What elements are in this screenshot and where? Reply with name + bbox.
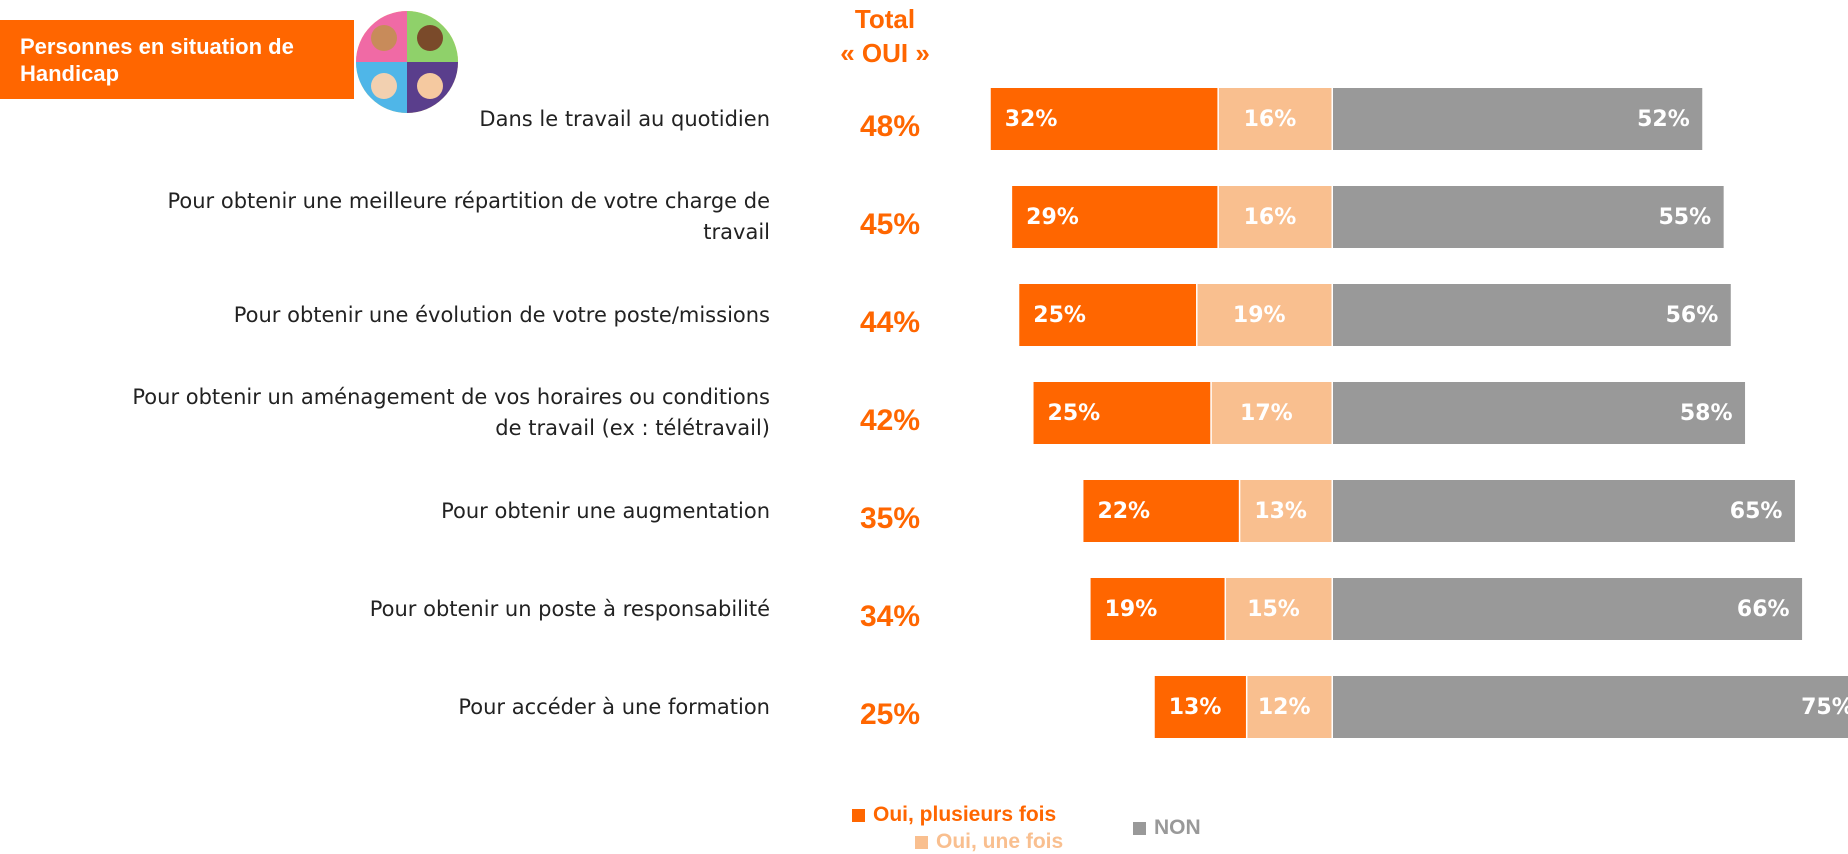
total-label: 25% [830, 698, 950, 732]
total-label: 45% [830, 208, 950, 242]
data-label: 22% [1097, 499, 1150, 524]
data-label: 16% [1244, 205, 1297, 230]
legend-swatch [852, 809, 865, 822]
total-header: Total « OUI » [800, 2, 970, 70]
category-label: Pour obtenir un aménagement de vos horai… [130, 368, 770, 458]
data-label: 65% [1730, 499, 1783, 524]
data-label: 15% [1247, 597, 1300, 622]
category-label: Dans le travail au quotidien [130, 74, 770, 164]
category-label: Pour obtenir un poste à responsabilité [130, 564, 770, 654]
data-label: 25% [1048, 401, 1101, 426]
data-label: 19% [1233, 303, 1286, 328]
data-label: 75% [1801, 695, 1848, 720]
data-label: 29% [1026, 205, 1079, 230]
legend-item: NON [1133, 816, 1201, 840]
data-label: 12% [1258, 695, 1311, 720]
total-label: 42% [830, 404, 950, 438]
data-label: 19% [1105, 597, 1158, 622]
total-label: 48% [830, 110, 950, 144]
data-label: 32% [1005, 107, 1058, 132]
data-label: 16% [1244, 107, 1297, 132]
bar-segment [1333, 480, 1795, 542]
legend-item: Oui, plusieurs fois [852, 803, 1056, 827]
legend-item: Oui, une fois [915, 830, 1063, 854]
chart: Personnes en situation de Handicap 32%16… [0, 0, 1848, 854]
category-label: Pour obtenir une évolution de votre post… [130, 270, 770, 360]
data-label: 66% [1737, 597, 1790, 622]
total-label: 34% [830, 600, 950, 634]
data-label: 55% [1658, 205, 1711, 230]
category-label: Pour obtenir une augmentation [130, 466, 770, 556]
legend-label: NON [1154, 816, 1201, 840]
data-label: 58% [1680, 401, 1733, 426]
legend-swatch [1133, 822, 1146, 835]
data-label: 13% [1169, 695, 1222, 720]
total-label: 35% [830, 502, 950, 536]
legend-label: Oui, une fois [936, 830, 1063, 854]
bar-segment [1333, 676, 1848, 738]
total-label: 44% [830, 306, 950, 340]
legend-label: Oui, plusieurs fois [873, 803, 1056, 827]
category-label: Pour obtenir une meilleure répartition d… [130, 172, 770, 262]
data-label: 13% [1254, 499, 1307, 524]
legend-swatch [915, 836, 928, 849]
total-header-line: « OUI » [800, 36, 970, 70]
data-label: 25% [1033, 303, 1086, 328]
data-label: 17% [1240, 401, 1293, 426]
total-header-line: Total [800, 2, 970, 36]
bar-segment [1333, 578, 1802, 640]
data-label: 56% [1666, 303, 1719, 328]
category-label: Pour accéder à une formation [130, 662, 770, 752]
data-label: 52% [1637, 107, 1690, 132]
